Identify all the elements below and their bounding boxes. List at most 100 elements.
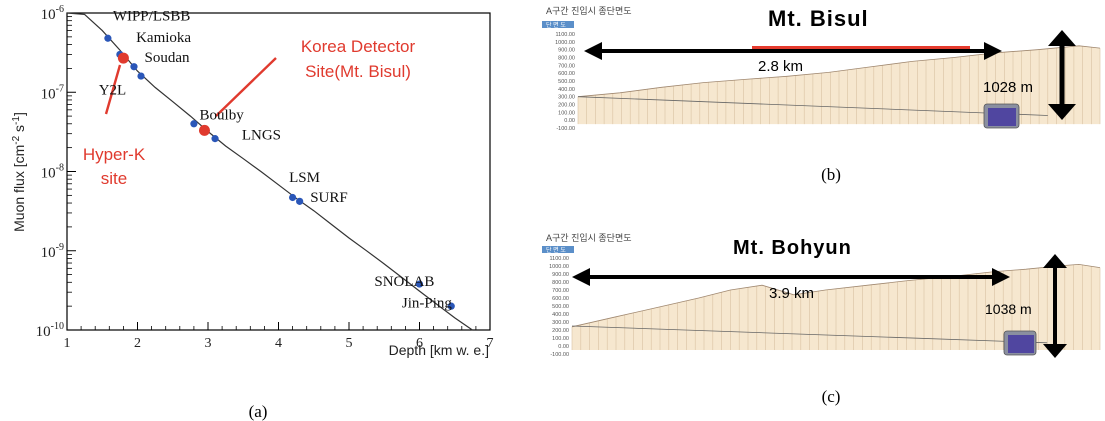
annotation-arrows (104, 57, 277, 117)
site-label: SNOLAB (374, 274, 434, 290)
mt-bohyun-profile: A구간 진입시 종단면도 단 면 도 1100.00 1000.00 900.00 8… (542, 232, 1101, 406)
panel-b-caption: (b) (821, 165, 841, 184)
korea-site-arrow (215, 57, 277, 117)
panel-a-caption: (a) (249, 402, 268, 421)
legend-text-c: 단 면 도 (546, 246, 566, 254)
distance-arrow-head-right-b (984, 42, 1002, 60)
axis-ticks (66, 12, 491, 331)
distance-arrow-head-left-c (572, 268, 590, 286)
profile-y-tick-label: 400.00 (558, 87, 575, 93)
site-label: LSM (289, 170, 320, 186)
x-tick-label: 6 (416, 336, 423, 351)
x-tick-label: 2 (134, 336, 141, 351)
profile-y-tick-label: 1100.00 (556, 32, 575, 38)
profile-y-tick-label: 500.00 (558, 79, 575, 85)
hyperk-annotation-line2: site (101, 169, 127, 188)
detector-b (983, 103, 1020, 129)
height-arrow-head-top-c (1043, 254, 1067, 268)
profile-y-tick-label: 600.00 (552, 296, 569, 302)
profile-header-b: A구간 진입시 종단면도 (546, 5, 632, 16)
terrain-grid-c (571, 264, 1101, 350)
x-axis-label: Depth [km w. e.] (389, 342, 489, 358)
x-tick-label: 4 (275, 336, 282, 351)
y-tick-labels-c: 1100.00 1000.00 900.00 800.00 700.00 600.00 50… (549, 256, 569, 358)
height-arrow-head-bottom-c (1043, 344, 1067, 358)
profile-y-tick-label: 1000.00 (549, 264, 569, 270)
distance-label-b: 2.8 km (758, 58, 803, 75)
mt-bisul-profile: A구간 진입시 종단면도 단 면 도 1100.00 1000.00 900.00 8… (542, 5, 1101, 184)
site-label: Jin-Ping (402, 296, 453, 312)
profile-y-tick-label: 1000.00 (555, 40, 575, 46)
distance-arrow-head-right-c (992, 268, 1010, 286)
profile-y-tick-label: 100.00 (552, 336, 569, 342)
ridge-line-c (571, 263, 1101, 328)
y-tick-labels: 10-10 10-9 10-8 10-7 10-6 (36, 4, 64, 340)
point-lsm (289, 193, 297, 202)
profile-y-tick-label: 200.00 (552, 328, 569, 334)
site-label: Y2L (99, 83, 127, 99)
profile-y-tick-label: 800.00 (558, 56, 575, 62)
x-tick-label: 1 (64, 336, 71, 351)
hyperk-annotation-line1: Hyper-K (83, 145, 146, 164)
tunnel-line-c (571, 325, 1048, 344)
site-label: SURF (310, 190, 348, 206)
y-axis-label: Muon flux [cm-2 s-1] (11, 112, 27, 232)
point-soudan (137, 72, 145, 80)
site-label: Boulby (200, 108, 245, 124)
point-snolab (415, 280, 424, 288)
profile-y-tick-label: 300.00 (558, 95, 575, 101)
profile-y-tick-label: 700.00 (558, 63, 575, 69)
site-label: WIPP/LSBB (113, 9, 191, 25)
legend-swatch-b (542, 21, 574, 28)
terrain-grid-b (577, 46, 1101, 125)
y-tick-label: 10-9 (41, 242, 64, 261)
site-labels: WIPP/LSBB Kamioka Soudan Y2L Boulby LNGS LSM SU… (99, 9, 453, 312)
ridge-line-b (577, 45, 1101, 98)
point-jin-ping (447, 302, 455, 310)
mountain-title-b: Mt. Bisul (768, 6, 869, 31)
profile-y-tick-label: 300.00 (552, 320, 569, 326)
profile-y-tick-label: 0.00 (564, 118, 575, 124)
point-hyper-k-site (117, 52, 129, 64)
profile-header-c: A구간 진입시 종단면도 (546, 232, 632, 243)
y-tick-label: 10-7 (41, 83, 64, 102)
korea-site-annotation-line1: Korea Detector (301, 37, 416, 56)
detector-c (1003, 330, 1037, 356)
x-tick-label: 3 (205, 336, 212, 351)
profile-y-tick-label: 700.00 (552, 288, 569, 294)
point-boulby (190, 120, 198, 128)
legend-swatch-c (542, 246, 574, 253)
tunnel-line-b (577, 96, 1048, 116)
height-arrow-head-top-b (1048, 30, 1076, 46)
profile-y-tick-label: 1100.00 (550, 256, 569, 262)
profile-y-tick-label: 900.00 (552, 272, 569, 278)
panel-c-caption: (c) (822, 387, 841, 406)
profile-y-tick-label: 900.00 (558, 48, 575, 54)
profile-y-tick-label: 600.00 (558, 71, 575, 77)
profile-y-tick-label: -100.00 (556, 126, 575, 132)
profile-y-tick-label: -100.00 (550, 352, 569, 358)
profile-y-tick-label: 0.00 (558, 344, 569, 350)
x-tick-labels: 1 2 3 4 5 6 7 (64, 336, 494, 351)
point-wipp-lsbb (104, 34, 112, 42)
muon-flux-chart: 10-10 10-9 10-8 10-7 10-6 1 2 3 4 5 6 7 WIPP/LSBB K… (11, 4, 494, 421)
profile-y-tick-label: 800.00 (552, 280, 569, 286)
profile-y-tick-label: 100.00 (558, 110, 575, 116)
y-tick-label: 10-6 (41, 4, 64, 23)
x-tick-label: 7 (487, 336, 494, 351)
x-tick-label: 5 (346, 336, 353, 351)
distance-label-c: 3.9 km (769, 285, 814, 302)
point-kamioka (130, 63, 138, 71)
site-label: Kamioka (136, 30, 191, 46)
profile-y-tick-label: 200.00 (558, 103, 575, 109)
mountain-title-c: Mt. Bohyun (733, 237, 852, 259)
y-tick-label: 10-8 (41, 163, 64, 182)
site-label: Soudan (145, 50, 191, 66)
point-lngs (211, 135, 219, 143)
point-korea-detector-site-mt-bisul (198, 124, 210, 136)
korea-site-annotation-line2: Site(Mt. Bisul) (305, 62, 411, 81)
distance-arrow-head-left-b (584, 42, 602, 60)
height-label-b: 1028 m (983, 79, 1033, 96)
